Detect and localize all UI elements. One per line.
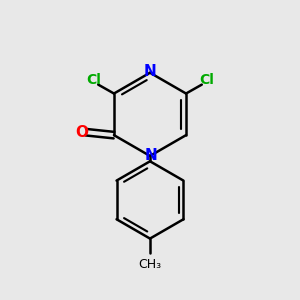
Text: N: N: [145, 148, 158, 164]
Text: CH₃: CH₃: [138, 258, 162, 271]
Text: N: N: [144, 64, 156, 79]
Text: Cl: Cl: [199, 73, 214, 87]
Text: O: O: [76, 125, 89, 140]
Text: Cl: Cl: [86, 73, 101, 87]
